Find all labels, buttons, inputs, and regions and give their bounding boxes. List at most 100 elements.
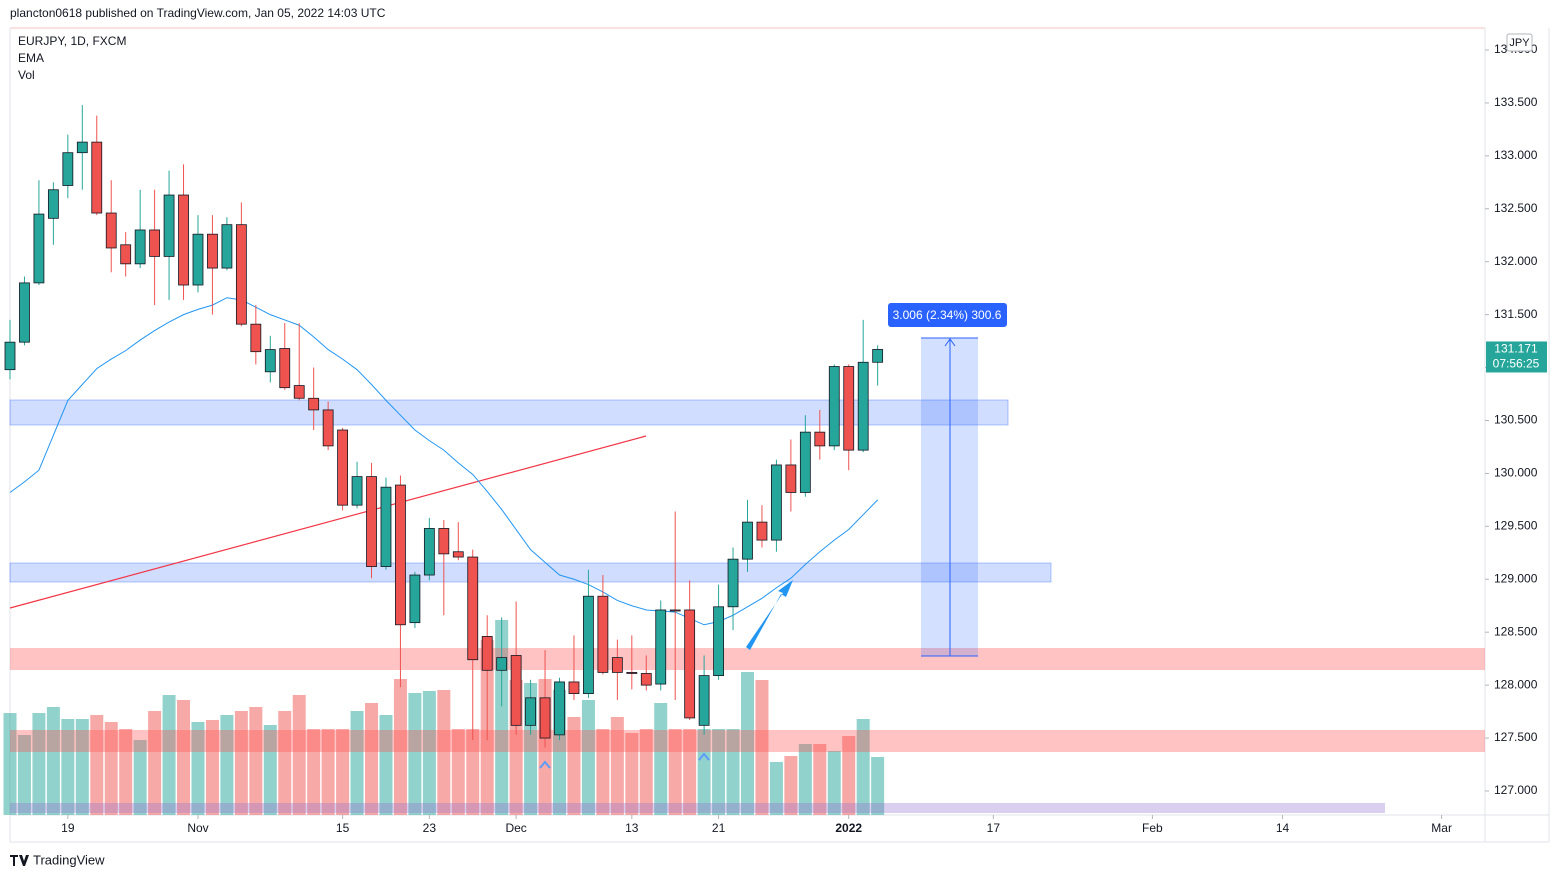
candle-body <box>742 521 753 560</box>
y-tick-label: 131.500 <box>1494 307 1538 321</box>
volume-bar <box>683 729 697 815</box>
candle-body <box>554 681 565 736</box>
candle-body <box>539 697 551 739</box>
volume-bar <box>162 695 176 815</box>
volume-bar <box>755 680 769 815</box>
candle-body <box>91 141 103 214</box>
candle-body <box>322 409 334 447</box>
candle-body <box>120 244 132 265</box>
volume-bar <box>596 729 610 815</box>
candle-body <box>207 233 218 269</box>
y-tick-label: 133.000 <box>1494 148 1538 162</box>
currency-box <box>1506 33 1533 52</box>
candle-body <box>828 366 840 447</box>
candle-body <box>872 349 884 363</box>
volume-bar <box>567 717 581 815</box>
currency: JPY <box>1509 37 1530 49</box>
candle-body <box>597 595 609 673</box>
y-tick-label: 127.000 <box>1494 783 1538 797</box>
footer-logo <box>10 855 29 866</box>
candle-body <box>163 194 175 257</box>
candle-body <box>337 429 348 506</box>
candle-body <box>785 464 797 493</box>
range-strip <box>10 803 1385 813</box>
volume-bar <box>668 729 682 815</box>
y-tick-label: 130.500 <box>1494 413 1538 427</box>
resistance-zone <box>10 648 1485 670</box>
volume-bar <box>307 729 321 815</box>
y-tick-label: 129.000 <box>1494 571 1538 585</box>
candle-body <box>655 609 667 685</box>
volume-bar <box>133 740 147 815</box>
candle-body <box>669 609 681 612</box>
volume-bar <box>610 717 624 815</box>
candle-body <box>438 528 450 555</box>
candle-body <box>308 397 320 411</box>
candle-body <box>857 361 869 451</box>
volume-bar <box>234 711 248 815</box>
x-tick-label: 17 <box>987 821 1001 835</box>
candle-body <box>149 229 161 257</box>
candle-body <box>235 224 247 325</box>
candle-body <box>756 521 768 541</box>
candle-body <box>409 574 421 624</box>
candle-body <box>47 189 59 219</box>
volume-bar <box>90 715 104 815</box>
volume-bar <box>827 751 841 815</box>
candle-body <box>727 558 739 608</box>
candle-body <box>178 194 189 286</box>
x-tick-label: Mar <box>1431 821 1452 835</box>
volume-bar <box>393 679 407 815</box>
candle-body <box>19 282 30 343</box>
volume-bar <box>741 672 754 815</box>
candle-body <box>481 636 493 671</box>
candle-body <box>452 551 464 558</box>
volume-bar <box>408 693 422 815</box>
candle-body <box>250 323 262 353</box>
volume-bar <box>263 725 277 815</box>
candle-body <box>380 486 392 567</box>
last-price-label: 131.171 <box>1494 342 1538 356</box>
legend-symbol: EURJPY, 1D, FXCM <box>18 34 126 48</box>
footer: TradingView <box>33 852 105 867</box>
candle-body <box>843 366 855 451</box>
drawings: 3.006 (2.34%) 300.6 <box>539 303 1007 769</box>
volume-bar <box>422 691 436 815</box>
candle-body <box>583 595 594 694</box>
volume-bar <box>871 757 885 815</box>
candle-body <box>33 213 45 284</box>
measure-label: 3.006 (2.34%) 300.6 <box>893 308 1002 322</box>
y-tick-label: 130.000 <box>1494 466 1538 480</box>
legend-indicator: Vol <box>18 68 35 82</box>
x-tick-label: Nov <box>187 821 208 835</box>
candle-body <box>771 464 782 541</box>
candle-body <box>640 673 652 686</box>
volume-bar <box>581 700 595 815</box>
candle-body <box>525 697 536 726</box>
candle-body <box>568 681 580 694</box>
support-zone <box>9 399 1009 426</box>
volume-bar <box>177 700 191 815</box>
candle-body <box>62 152 74 186</box>
volume-bar <box>365 703 379 815</box>
candle-body <box>4 341 16 371</box>
zones <box>9 399 1485 813</box>
x-tick-label: Feb <box>1142 821 1163 835</box>
volume-bar <box>32 713 46 815</box>
countdown: 07:56:25 <box>1493 357 1540 371</box>
candle-body <box>814 431 826 447</box>
volume-bar <box>769 762 783 815</box>
volume-bar <box>350 711 364 815</box>
volume-bar <box>46 707 60 815</box>
volume-bar <box>292 695 306 815</box>
volume-bar <box>856 719 870 815</box>
y-tick-label: 133.500 <box>1494 95 1538 109</box>
candle-body <box>134 229 146 265</box>
candle-body <box>192 233 204 286</box>
candle-body <box>264 349 276 373</box>
volume-bar <box>278 711 292 815</box>
measure-arrowhead <box>944 338 956 347</box>
x-tick-label: 19 <box>61 821 75 835</box>
signal-marker <box>698 752 710 761</box>
